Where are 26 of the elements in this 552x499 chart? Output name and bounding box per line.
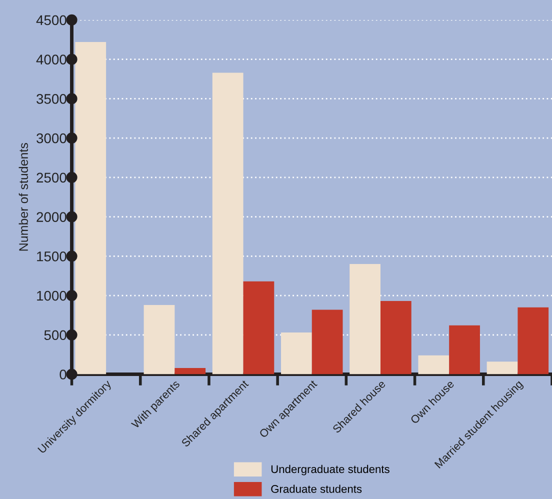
- y-tick-label: 2500: [36, 172, 66, 183]
- y-tick-label: 4500: [36, 15, 66, 26]
- bar: [518, 307, 549, 374]
- y-tick-label: 3000: [36, 133, 66, 144]
- bar: [418, 355, 450, 374]
- bar: [380, 301, 412, 374]
- y-tick-label: 1500: [37, 251, 66, 262]
- bar: [486, 362, 518, 374]
- legend-label: Graduate students: [271, 484, 362, 493]
- y-tick-label: 1000: [37, 290, 66, 301]
- bar: [243, 281, 274, 374]
- y-tick-label: 4000: [36, 54, 66, 64]
- bar: [144, 304, 175, 374]
- bar: [312, 310, 343, 374]
- bar: [281, 332, 312, 374]
- bar: [212, 72, 244, 374]
- legend-label: Undergraduate students: [271, 464, 390, 476]
- bar: [75, 42, 106, 374]
- y-tick-label: 500: [44, 330, 66, 340]
- bar: [350, 264, 380, 374]
- y-tick-label: 3500: [36, 94, 66, 104]
- bar: [174, 368, 206, 374]
- y-tick-label: 2000: [36, 212, 66, 222]
- bar: [449, 325, 480, 374]
- y-axis-title: Number of students: [18, 143, 28, 251]
- y-tick-label: 0: [60, 370, 66, 380]
